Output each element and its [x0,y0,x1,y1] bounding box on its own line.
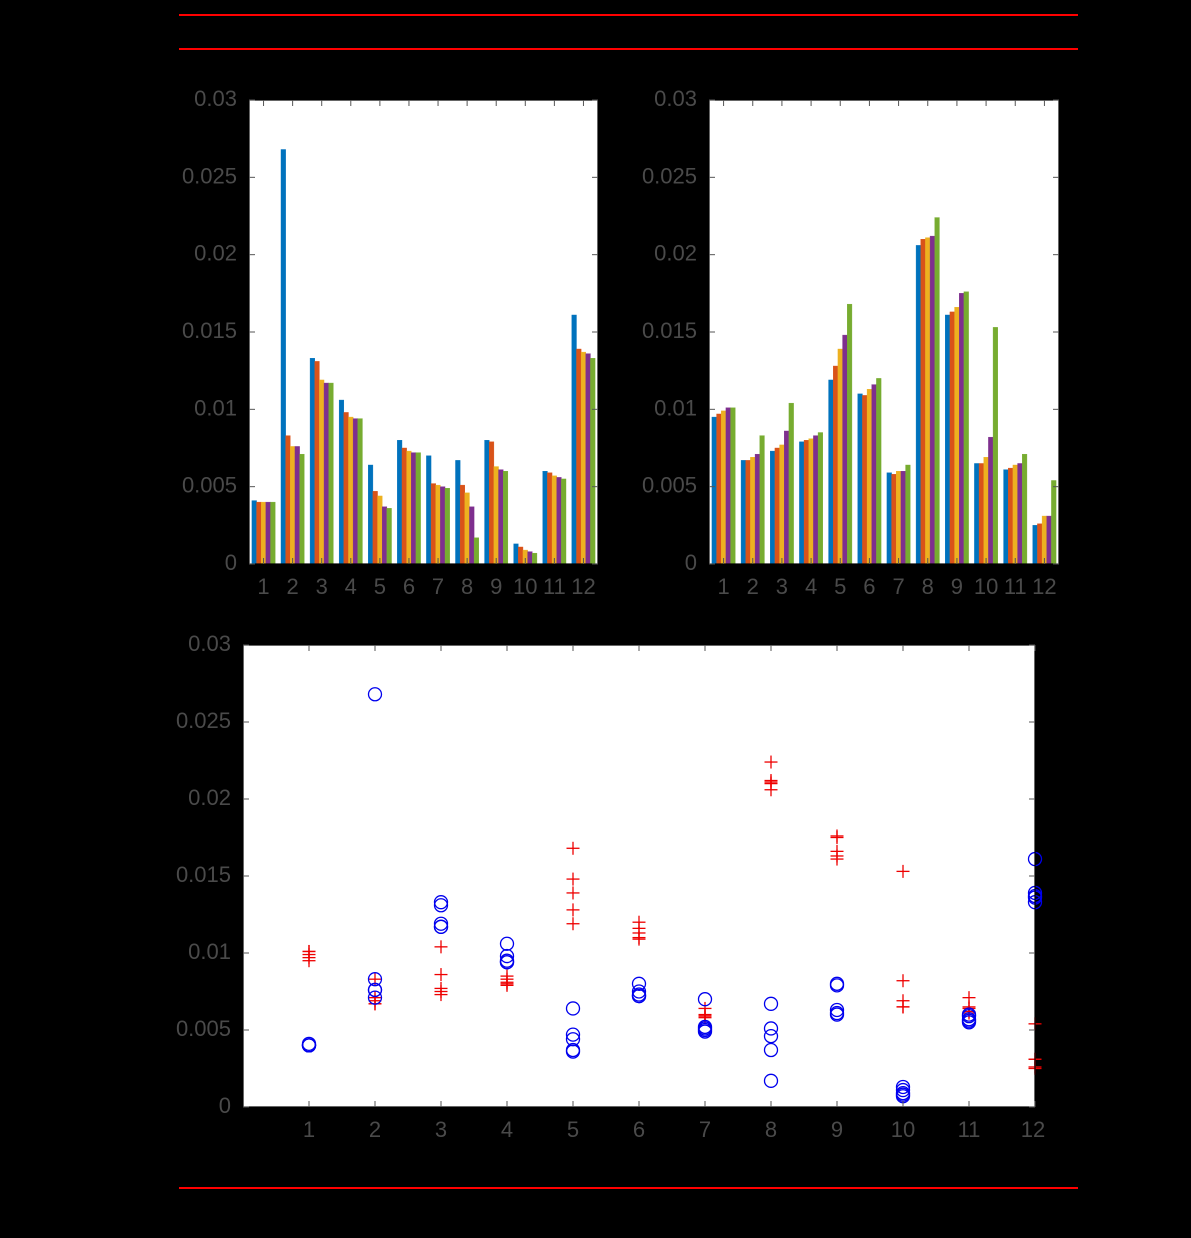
svg-text:0: 0 [219,1093,231,1118]
svg-text:4: 4 [501,1117,513,1142]
svg-text:11: 11 [958,1117,981,1142]
svg-text:7: 7 [432,574,444,599]
svg-text:12: 12 [1021,1117,1045,1142]
svg-text:0.03: 0.03 [654,86,697,111]
svg-text:8: 8 [765,1117,777,1142]
svg-text:0.02: 0.02 [194,241,237,266]
svg-text:6: 6 [633,1117,645,1142]
svg-text:6: 6 [863,574,875,599]
svg-text:0.03: 0.03 [188,631,231,656]
svg-text:12: 12 [571,574,595,599]
svg-text:2: 2 [369,1117,381,1142]
svg-text:6: 6 [403,574,415,599]
svg-text:0.005: 0.005 [182,473,237,498]
svg-text:8: 8 [461,574,473,599]
svg-text:0.015: 0.015 [176,862,231,887]
svg-text:0.01: 0.01 [194,395,237,420]
svg-text:7: 7 [892,574,904,599]
svg-text:0.005: 0.005 [176,1016,231,1041]
svg-text:0.03: 0.03 [194,86,237,111]
svg-text:9: 9 [951,574,963,599]
svg-text:9: 9 [490,574,502,599]
svg-text:12: 12 [1032,574,1056,599]
svg-text:0: 0 [685,550,697,575]
svg-text:1: 1 [303,1117,315,1142]
svg-text:4: 4 [345,574,357,599]
svg-text:4: 4 [805,574,817,599]
svg-text:5: 5 [374,574,386,599]
svg-text:0.01: 0.01 [654,395,697,420]
svg-text:2: 2 [747,574,759,599]
svg-text:0.015: 0.015 [642,318,697,343]
svg-text:0.02: 0.02 [654,241,697,266]
svg-text:0.005: 0.005 [642,473,697,498]
svg-text:10: 10 [891,1117,915,1142]
svg-text:3: 3 [435,1117,447,1142]
svg-text:3: 3 [316,574,328,599]
svg-text:0.02: 0.02 [188,785,231,810]
svg-text:9: 9 [831,1117,843,1142]
svg-text:5: 5 [567,1117,579,1142]
svg-text:1: 1 [257,574,269,599]
svg-text:10: 10 [974,574,998,599]
svg-text:0.025: 0.025 [176,708,231,733]
svg-text:0.01: 0.01 [188,939,231,964]
svg-text:0.025: 0.025 [642,163,697,188]
svg-text:8: 8 [922,574,934,599]
svg-text:1: 1 [717,574,729,599]
svg-text:11: 11 [1004,574,1027,599]
svg-text:3: 3 [776,574,788,599]
svg-text:2: 2 [286,574,298,599]
svg-text:5: 5 [834,574,846,599]
svg-text:0: 0 [225,550,237,575]
svg-text:7: 7 [699,1117,711,1142]
svg-text:0.025: 0.025 [182,163,237,188]
svg-text:11: 11 [543,574,566,599]
svg-text:0.015: 0.015 [182,318,237,343]
svg-text:10: 10 [513,574,537,599]
